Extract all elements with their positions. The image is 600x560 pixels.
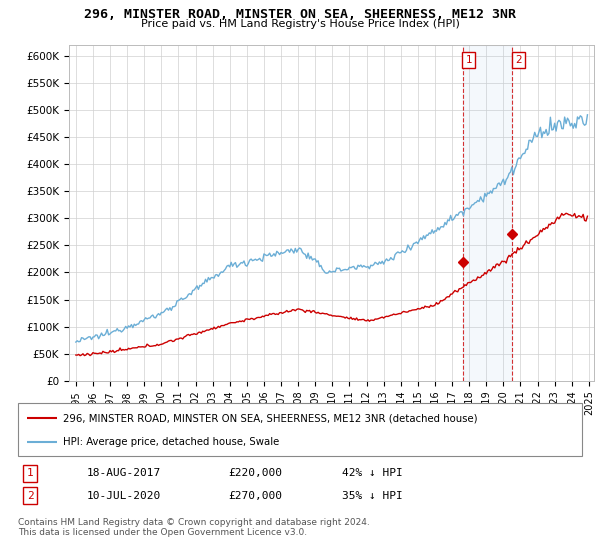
Text: 296, MINSTER ROAD, MINSTER ON SEA, SHEERNESS, ME12 3NR: 296, MINSTER ROAD, MINSTER ON SEA, SHEER… (84, 8, 516, 21)
Text: 1: 1 (466, 55, 472, 65)
Text: Contains HM Land Registry data © Crown copyright and database right 2024.
This d: Contains HM Land Registry data © Crown c… (18, 518, 370, 538)
Bar (463, 45, 512, 381)
Text: £220,000: £220,000 (228, 468, 282, 478)
Text: 296, MINSTER ROAD, MINSTER ON SEA, SHEERNESS, ME12 3NR (detached house): 296, MINSTER ROAD, MINSTER ON SEA, SHEER… (63, 413, 478, 423)
Text: HPI: Average price, detached house, Swale: HPI: Average price, detached house, Swal… (63, 436, 279, 446)
Text: £270,000: £270,000 (228, 491, 282, 501)
Text: 42% ↓ HPI: 42% ↓ HPI (342, 468, 403, 478)
Text: 1: 1 (26, 468, 34, 478)
Text: 2: 2 (26, 491, 34, 501)
Text: 35% ↓ HPI: 35% ↓ HPI (342, 491, 403, 501)
Text: 2: 2 (515, 55, 521, 65)
Text: 10-JUL-2020: 10-JUL-2020 (87, 491, 161, 501)
Text: Price paid vs. HM Land Registry's House Price Index (HPI): Price paid vs. HM Land Registry's House … (140, 19, 460, 29)
Text: 18-AUG-2017: 18-AUG-2017 (87, 468, 161, 478)
